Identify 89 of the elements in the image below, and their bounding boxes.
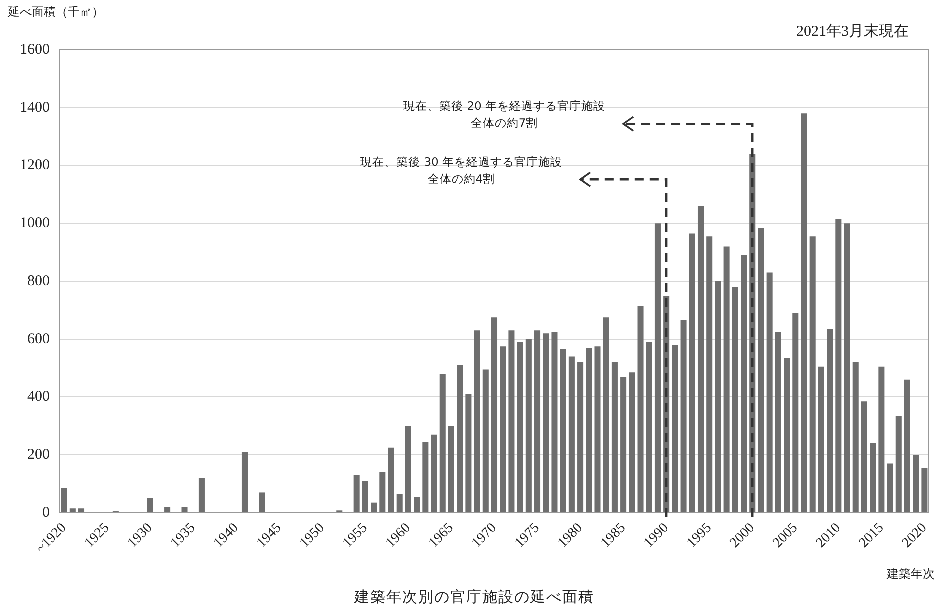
bar bbox=[466, 394, 472, 512]
bar bbox=[629, 372, 636, 512]
bar bbox=[371, 502, 378, 512]
bar bbox=[913, 455, 920, 512]
bar bbox=[474, 330, 480, 512]
bar bbox=[732, 287, 738, 512]
bar bbox=[578, 362, 584, 512]
bar bbox=[896, 416, 902, 512]
bar bbox=[844, 224, 850, 512]
bar bbox=[904, 380, 910, 512]
ref-line-label: 現在、築後 20 年を経過する官庁施設全体の約7割 bbox=[402, 98, 607, 132]
bar bbox=[741, 255, 748, 512]
bar bbox=[878, 366, 885, 512]
bar bbox=[491, 318, 498, 512]
bar bbox=[422, 442, 429, 512]
bar bbox=[568, 356, 575, 512]
bar bbox=[354, 475, 360, 512]
bar bbox=[362, 481, 368, 512]
y-tick-label: 1000 bbox=[20, 216, 50, 232]
bar bbox=[534, 330, 541, 512]
y-tick-label: 200 bbox=[28, 447, 50, 464]
bar bbox=[182, 507, 188, 512]
bar bbox=[638, 306, 644, 512]
y-tick-label: 1600 bbox=[20, 42, 50, 58]
ref-line-label: 現在、築後 30 年を経過する官庁施設全体の約4割 bbox=[360, 154, 564, 188]
bar bbox=[603, 318, 610, 512]
bar bbox=[784, 358, 790, 512]
bar bbox=[560, 349, 566, 512]
bar bbox=[440, 374, 446, 512]
bar bbox=[887, 464, 894, 512]
bar bbox=[646, 342, 652, 512]
bar bbox=[612, 362, 618, 512]
bar bbox=[482, 370, 489, 512]
bar bbox=[508, 330, 515, 512]
y-tick-label: 1200 bbox=[20, 158, 50, 174]
bar bbox=[242, 452, 248, 512]
bar bbox=[70, 508, 76, 512]
bar bbox=[775, 332, 782, 512]
bar bbox=[836, 219, 842, 512]
bar bbox=[543, 334, 550, 512]
bar bbox=[801, 114, 808, 512]
bar bbox=[922, 468, 928, 512]
bar bbox=[78, 508, 85, 512]
y-axis-title: 延べ面積（千㎡） bbox=[8, 4, 104, 21]
bar bbox=[164, 507, 171, 512]
bar bbox=[715, 281, 722, 512]
bar bbox=[396, 494, 403, 512]
y-tick-label: 400 bbox=[28, 389, 50, 406]
bar bbox=[448, 426, 454, 512]
bar bbox=[259, 492, 266, 512]
bar bbox=[526, 339, 532, 512]
bar bbox=[654, 224, 661, 512]
bar bbox=[457, 365, 464, 512]
bar bbox=[405, 426, 412, 512]
bar bbox=[431, 434, 438, 512]
bar bbox=[380, 472, 386, 512]
bar bbox=[861, 402, 868, 512]
bar bbox=[870, 444, 876, 512]
bar bbox=[698, 206, 704, 512]
bar bbox=[388, 448, 394, 512]
bar bbox=[61, 488, 68, 512]
bar bbox=[517, 342, 524, 512]
y-tick-label: 0 bbox=[42, 504, 50, 521]
bar bbox=[500, 346, 506, 512]
bar bbox=[724, 246, 730, 512]
text: 建築年次別の官庁施設の延べ面積 bbox=[353, 588, 596, 607]
bar bbox=[594, 346, 601, 512]
bar bbox=[766, 272, 773, 512]
bar bbox=[852, 362, 859, 512]
y-tick-label: 800 bbox=[28, 273, 50, 290]
bar bbox=[147, 498, 154, 512]
bar bbox=[198, 478, 205, 512]
bar bbox=[672, 345, 678, 512]
bar bbox=[706, 236, 713, 512]
bar bbox=[818, 366, 824, 512]
bar bbox=[552, 332, 558, 512]
bar bbox=[758, 228, 764, 512]
bar bbox=[414, 497, 420, 512]
bar bbox=[689, 234, 696, 512]
x-axis-title: 建築年次 bbox=[887, 566, 935, 583]
text: 2021年3月末現在 bbox=[796, 22, 909, 41]
bar bbox=[586, 348, 592, 512]
bar bbox=[792, 313, 799, 512]
bar bbox=[810, 236, 816, 512]
bar bbox=[827, 329, 834, 512]
y-tick-label: 600 bbox=[28, 331, 50, 348]
bar bbox=[680, 320, 687, 512]
y-tick-label: 1400 bbox=[20, 100, 50, 116]
bar bbox=[620, 376, 627, 512]
